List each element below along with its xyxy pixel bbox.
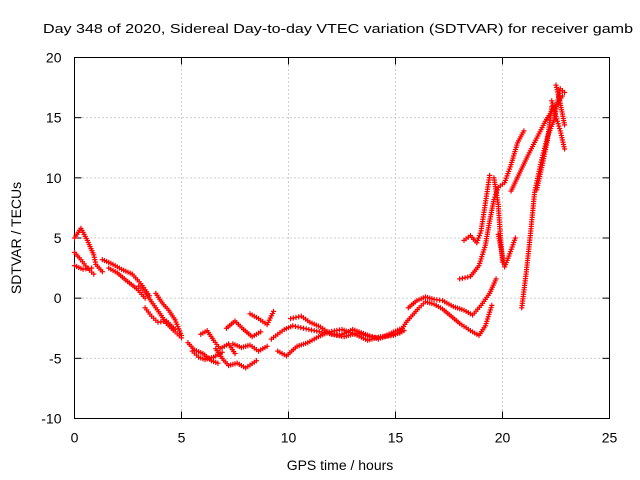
x-tick-label: 20 <box>495 430 511 446</box>
data-point <box>561 122 568 128</box>
series-trace-h <box>153 290 185 339</box>
series-trace-cc <box>553 82 568 128</box>
data-point <box>457 276 463 282</box>
data-point <box>493 276 499 282</box>
data-point <box>290 323 296 329</box>
data-point <box>99 269 105 275</box>
y-tick-label: -5 <box>49 350 62 366</box>
x-tick-label: 5 <box>178 430 186 446</box>
trace-marker <box>554 116 560 122</box>
trace-marker <box>306 326 312 333</box>
trace-marker <box>554 118 561 124</box>
trace-marker <box>476 232 482 239</box>
data-point <box>487 172 493 179</box>
series-trace-v <box>461 172 493 246</box>
series-trace-t <box>405 276 499 318</box>
data-point <box>270 308 277 315</box>
chart-title: Day 348 of 2020, Sidereal Day-to-day VTE… <box>43 21 633 36</box>
trace-marker <box>303 326 309 332</box>
series-trace-n <box>230 341 270 354</box>
trace-marker <box>292 323 299 330</box>
series-trace-g <box>142 305 178 333</box>
x-axis-title: GPS time / hours <box>287 457 394 473</box>
trace-marker <box>290 315 296 321</box>
data-point <box>253 358 259 364</box>
data-point <box>178 332 185 339</box>
trace-marker <box>475 237 481 244</box>
y-axis-title: SDTVAR / TECUs <box>8 182 24 294</box>
x-tick-labels: 0 5 10 15 20 25 <box>71 430 618 446</box>
y-tick-label: 5 <box>54 230 62 246</box>
trace-marker <box>308 327 315 333</box>
trace-marker <box>475 235 482 241</box>
y-tick-label: -10 <box>41 411 61 427</box>
data-point <box>489 302 495 308</box>
trace-marker <box>462 275 468 281</box>
data-point <box>553 113 559 120</box>
series-trace-s <box>397 299 495 339</box>
trace-marker <box>556 125 563 132</box>
trace-marker <box>465 274 471 280</box>
series-trace-j <box>189 348 225 363</box>
x-tick-label: 10 <box>281 430 297 446</box>
series-trace-aa <box>534 104 555 193</box>
y-tick-label: 0 <box>54 290 62 306</box>
series-trace-l <box>213 346 259 371</box>
trace-marker <box>556 123 562 129</box>
data-point <box>91 271 97 277</box>
trace-marker <box>555 121 561 127</box>
series-trace-x <box>495 231 518 270</box>
x-tick-label: 15 <box>388 430 404 446</box>
y-tick-label: 20 <box>46 50 62 66</box>
data-point <box>288 316 294 322</box>
data-point <box>172 326 178 333</box>
data-point <box>300 325 307 331</box>
trace-marker <box>459 275 465 281</box>
data-points <box>71 82 568 371</box>
series-trace-a <box>71 225 105 275</box>
data-point <box>474 240 480 246</box>
trace-marker <box>477 230 483 236</box>
x-tick-label: 0 <box>71 430 79 446</box>
series-trace-k <box>198 328 238 357</box>
trace-marker <box>295 324 301 330</box>
trace-marker <box>296 314 302 320</box>
data-point <box>512 235 518 241</box>
series-trace-bb <box>549 98 568 152</box>
y-tick-labels: -10 -5 0 5 10 15 20 <box>41 50 61 427</box>
x-tick-label: 25 <box>602 430 618 446</box>
trace-marker <box>298 325 304 331</box>
series-trace-o <box>247 308 277 328</box>
data-point <box>561 89 568 95</box>
y-tick-label: 15 <box>46 110 62 126</box>
axis-ticks <box>74 57 610 419</box>
series-trace-m <box>223 318 264 340</box>
series-trace-c <box>71 263 95 272</box>
data-point <box>521 128 527 134</box>
data-point <box>561 146 568 152</box>
series-trace-u <box>457 128 527 282</box>
data-point <box>258 329 264 335</box>
data-point <box>264 343 270 349</box>
series-trace-r <box>288 313 405 341</box>
data-point <box>89 265 95 271</box>
data-point <box>215 360 221 366</box>
trace-marker <box>293 314 299 321</box>
data-point <box>232 350 238 357</box>
y-tick-label: 10 <box>46 170 62 186</box>
